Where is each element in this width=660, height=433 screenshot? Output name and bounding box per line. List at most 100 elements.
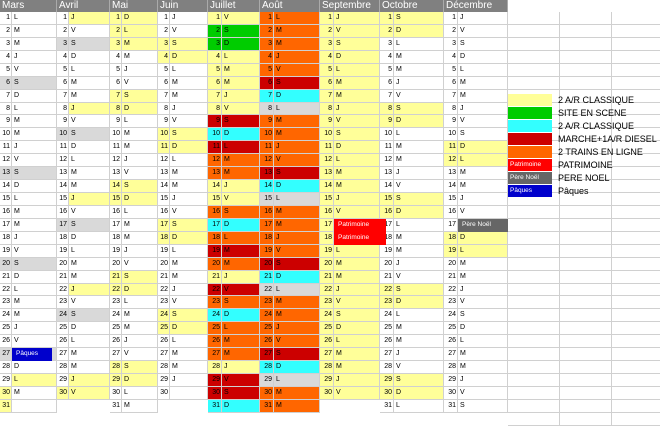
day-letter: V [69,387,110,400]
empty-cell [612,400,660,413]
day-number: 12 [208,154,222,167]
month-header-mai: Mai [110,0,158,12]
day-letter: D [122,12,158,25]
day-number: 22 [110,284,122,296]
day-letter: M [12,38,57,51]
day-number: 10 [208,128,222,141]
empty-cell [560,361,612,374]
day-number: 2 [158,25,170,38]
day-letter: V [334,296,380,309]
legend-label: SITE EN SCENE [558,108,627,118]
empty-cell [508,387,560,400]
legend-swatch-patrimoine: Patrimoine [508,159,552,171]
day-letter: M [69,348,110,361]
day-number: 11 [158,141,170,154]
day-number: 27 [158,348,170,361]
day-letter: L [222,232,260,245]
day-letter: D [274,361,320,374]
day-letter: M [69,77,110,90]
empty-cell [508,271,560,284]
day-number: 11 [208,141,222,154]
day-number: 8 [208,103,222,115]
day-number: 16 [380,206,394,219]
day-letter: V [394,180,444,193]
day-number: 11 [444,141,458,154]
day-number: 1 [380,12,394,25]
day-letter: J [274,322,320,335]
day-letter: M [69,90,110,103]
day-letter: L [394,219,444,232]
day-number: 20 [380,258,394,271]
day-letter: M [394,322,444,335]
day-number: 14 [380,180,394,193]
day-number: 19 [444,245,458,258]
empty-cell [612,38,660,51]
day-letter: J [222,180,260,193]
day-letter: L [458,154,508,167]
day-letter: V [222,103,260,115]
day-letter: J [458,103,508,115]
day-letter: V [170,115,208,128]
day-letter: S [394,103,444,115]
day-number: 24 [320,309,334,322]
day-number: 10 [444,128,458,141]
day-letter [12,400,57,413]
day-number: 24 [0,309,12,322]
day-number: 31 [260,400,274,413]
day-letter: J [170,12,208,25]
day-number: 21 [110,271,122,284]
day-number: 12 [320,154,334,167]
day-letter: L [12,193,57,206]
day-number: 25 [110,322,122,335]
day-number: 6 [260,77,274,90]
day-letter: L [394,309,444,322]
empty-cell [508,38,560,51]
day-number: 15 [110,193,122,206]
empty-cell [560,51,612,64]
day-number: 9 [444,115,458,128]
empty-cell [612,90,660,103]
day-number: 23 [380,296,394,309]
empty-cell [508,206,560,219]
day-number: 4 [260,51,274,64]
day-letter: J [222,361,260,374]
day-number: 8 [158,103,170,115]
day-letter: J [122,335,158,348]
day-number: 7 [57,90,69,103]
empty-cell [612,12,660,25]
day-letter: M [12,206,57,219]
day-letter: L [170,245,208,258]
day-letter: J [69,103,110,115]
day-number: 9 [260,115,274,128]
day-letter: L [12,103,57,115]
day-letter: D [334,322,380,335]
day-letter: M [122,400,158,413]
day-letter: L [458,64,508,77]
day-letter: D [122,193,158,206]
legend-swatch-site-en-scene [508,107,552,119]
day-number: 21 [0,271,12,284]
day-letter: M [222,64,260,77]
day-letter: S [394,374,444,387]
day-number: 2 [208,25,222,38]
day-number: 18 [260,232,274,245]
day-number: 28 [260,361,274,374]
day-number: 19 [57,245,69,258]
day-letter: V [274,154,320,167]
day-number: 6 [57,77,69,90]
day-number: 14 [0,180,12,193]
empty-cell [508,193,560,206]
day-number: 3 [110,38,122,51]
day-letter: L [334,335,380,348]
day-number: 22 [57,284,69,296]
day-letter: S [222,296,260,309]
day-number: 16 [158,206,170,219]
day-letter: L [274,12,320,25]
day-number: 29 [57,374,69,387]
day-letter: S [69,309,110,322]
day-number: 3 [444,38,458,51]
day-letter: S [69,38,110,51]
day-letter: J [170,103,208,115]
day-letter: L [12,284,57,296]
day-number: 21 [380,271,394,284]
